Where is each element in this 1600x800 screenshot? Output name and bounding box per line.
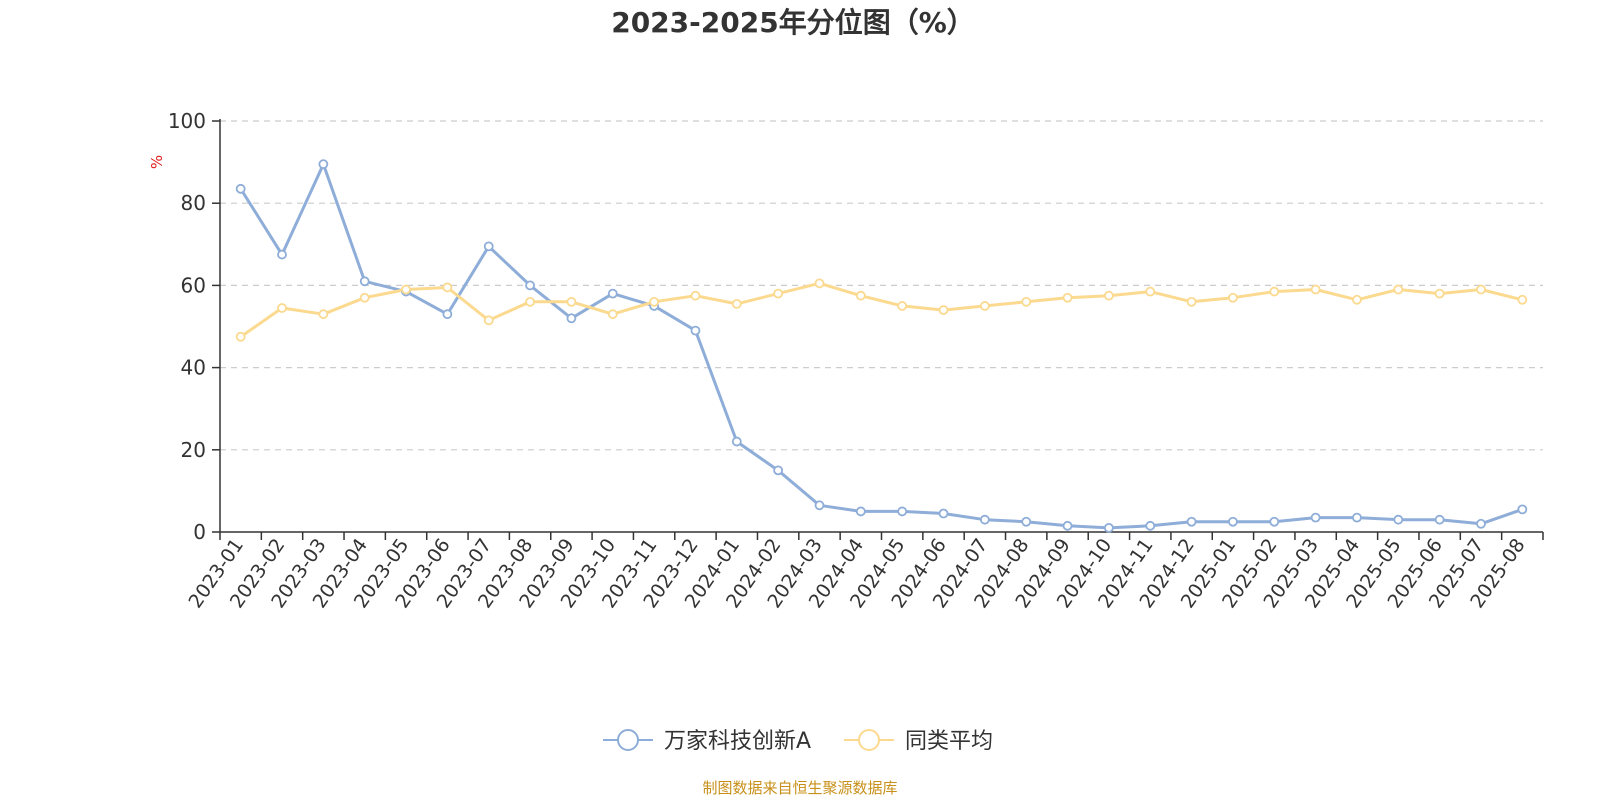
series-2-point[interactable] [1062,292,1073,303]
x-tick-labels: 2023-012023-022023-032023-042023-052023-… [184,535,1529,613]
y-tick-label: 60 [181,273,206,297]
series-2-point[interactable] [814,278,825,289]
series-1-point[interactable] [1062,520,1073,531]
y-tick-label: 40 [181,356,206,380]
series-1-point[interactable] [1228,516,1238,527]
y-tick-label: 100 [168,109,206,133]
data-source-note: 制图数据来自恒生聚源数据库 [702,779,897,797]
series-2-point[interactable] [1352,294,1362,305]
series-1-point[interactable] [1517,504,1528,515]
series-1-point[interactable] [938,508,949,519]
legend-item-series-2[interactable]: 同类平均 [844,729,993,754]
series-1-point[interactable] [359,276,370,287]
series-2-point[interactable] [525,296,535,307]
series-2-point[interactable] [318,309,329,320]
series-1-line [239,162,1523,530]
series-1-point[interactable] [814,500,825,511]
chart-title: 2023-2025年分位图（%） [611,6,975,39]
series-1-point[interactable] [731,436,742,447]
series-2-point[interactable] [649,296,660,307]
series-1-point[interactable] [690,325,701,336]
legend-item-series-1[interactable]: 万家科技创新A [603,729,811,754]
series-1-point[interactable] [1186,516,1197,527]
series-1-point[interactable] [483,241,494,252]
y-tick-label: 80 [181,191,206,215]
series-2-point[interactable] [1393,284,1404,295]
series-2-point[interactable] [1103,290,1114,301]
series-1-point[interactable] [1310,512,1321,523]
gridlines [220,120,1543,451]
series-2-point[interactable] [277,303,287,313]
series-2-point[interactable] [1434,288,1445,299]
series-1-point[interactable] [566,313,577,324]
series-2-point[interactable] [773,288,784,299]
series [235,159,1528,533]
series-2-point[interactable] [1021,296,1032,307]
series-1-point[interactable] [1021,516,1032,527]
series-1-point[interactable] [979,514,990,525]
series-2-point[interactable] [607,309,618,320]
series-1-point[interactable] [525,280,535,291]
axes [212,119,1544,540]
series-2-point[interactable] [1186,296,1197,307]
series-2-point[interactable] [1269,286,1280,297]
series-1-point[interactable] [897,506,908,517]
series-2-point[interactable] [938,305,949,315]
series-2-point[interactable] [897,301,908,311]
y-tick-label: 20 [181,438,206,462]
series-2-point[interactable] [483,315,494,326]
legend-series-1-label: 万家科技创新A [664,729,811,754]
series-1-point[interactable] [855,506,866,517]
series-1-point[interactable] [1393,514,1404,525]
series-2-point[interactable] [566,296,577,307]
y-tick-label: 0 [193,520,206,544]
series-1-point[interactable] [235,183,246,194]
series-1-point[interactable] [607,288,618,299]
series-1-point[interactable] [1434,514,1445,525]
series-2-line [239,281,1523,339]
series-1-point[interactable] [1103,522,1114,533]
legend: 万家科技创新A 同类平均 [603,729,993,754]
series-1-point[interactable] [277,249,287,260]
series-1-point[interactable] [442,309,453,320]
series-1-point[interactable] [1145,520,1156,531]
series-2-point[interactable] [442,282,453,293]
series-1-point[interactable] [1269,516,1280,527]
series-2-point[interactable] [235,331,246,342]
series-1-point[interactable] [1352,512,1362,523]
series-2-point[interactable] [1310,284,1321,295]
series-1-point[interactable] [1476,518,1486,529]
series-2-point[interactable] [1517,294,1528,305]
series-2-point[interactable] [401,284,411,295]
series-1-point[interactable] [318,159,329,170]
series-2-point[interactable] [1476,284,1486,295]
series-2-point[interactable] [979,301,990,311]
series-2-point[interactable] [690,290,701,301]
series-2-point[interactable] [1228,292,1238,303]
series-2-point[interactable] [731,298,742,309]
legend-series-2-marker [858,729,880,751]
series-2-point[interactable] [855,290,866,301]
y-axis-unit-label: % [148,155,166,169]
series-2-point[interactable] [1145,286,1156,297]
series-2-point[interactable] [359,292,370,303]
y-tick-labels: 0 20 40 60 80 100 [168,109,206,544]
legend-series-2-label: 同类平均 [905,729,993,754]
legend-series-1-marker [617,729,639,751]
series-1-point[interactable] [773,465,784,476]
